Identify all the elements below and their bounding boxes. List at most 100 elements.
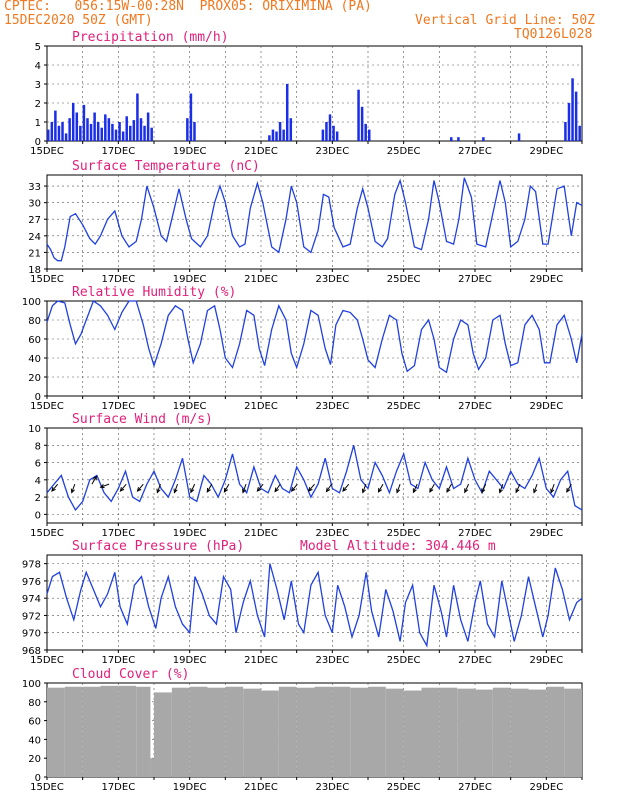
wind-arrow: [291, 483, 298, 492]
precip-bar: [104, 114, 107, 141]
wind-arrow: [429, 483, 435, 493]
precip-bar: [100, 127, 103, 141]
cloud-bar: [421, 687, 440, 777]
precip-bar: [189, 93, 193, 141]
x-tick-label: 17DEC: [101, 528, 135, 539]
x-tick-label: 15DEC: [30, 146, 64, 157]
cloud-bar: [278, 686, 297, 777]
x-tick-label: 15DEC: [30, 782, 64, 793]
x-tick-label: 25DEC: [387, 655, 421, 666]
precip-bar: [146, 112, 150, 141]
panel-title: Relative Humidity (%): [72, 285, 236, 300]
wind-arrow: [206, 483, 213, 493]
wind-arrow-head: [429, 487, 434, 493]
wind-arrow: [446, 483, 452, 493]
x-tick-label: 21DEC: [244, 274, 278, 285]
precip-bar: [457, 137, 460, 141]
plot-frame: [46, 174, 583, 270]
cloud-bar: [207, 687, 226, 777]
plot-frame: [46, 554, 583, 651]
cloud-bar: [261, 690, 279, 777]
x-tick-label: 19DEC: [173, 782, 207, 793]
precip-bar: [571, 78, 574, 141]
wind-arrow-head: [274, 487, 279, 493]
y-tick-label: 30: [28, 199, 41, 210]
wind-arrow-head: [515, 488, 520, 494]
precip-bar: [517, 133, 521, 141]
x-tick-label: 19DEC: [173, 655, 207, 666]
wind-arrow-head: [412, 488, 417, 494]
precip-bar: [325, 122, 328, 141]
y-tick-label: 33: [28, 182, 41, 193]
panel-0: 0 1 2 3 4 5 15DEC 17DEC 19DEC 21DEC 23DEC 25DEC 27DE…: [30, 30, 583, 157]
cloud-bar: [332, 686, 351, 777]
cloud-bar: [546, 686, 565, 777]
cloud-bar: [457, 688, 475, 777]
x-tick-label: 27DEC: [458, 528, 492, 539]
header-date: 15DEC2020 50Z (GMT): [4, 13, 153, 28]
wind-arrow-head: [51, 487, 56, 492]
cloud-bar: [528, 689, 547, 777]
precip-bar: [89, 123, 93, 141]
x-tick-label: 21DEC: [244, 528, 278, 539]
wind-arrow: [100, 483, 110, 488]
precip-bar: [567, 103, 571, 141]
x-tick-label: 23DEC: [315, 782, 349, 793]
x-tick-label: 23DEC: [315, 274, 349, 285]
panel-title: Surface Wind (m/s): [72, 412, 213, 427]
wind-arrow-head: [70, 488, 75, 494]
cloud-bar: [314, 686, 333, 777]
x-tick-label: 29DEC: [529, 528, 563, 539]
precip-bar: [50, 122, 54, 141]
plot-frame: [46, 427, 583, 524]
y-tick-label: 0: [35, 137, 41, 148]
x-tick-label: 29DEC: [529, 655, 563, 666]
y-tick-label: 40: [28, 735, 41, 746]
precip-bar: [360, 106, 364, 141]
wind-arrow: [342, 483, 350, 492]
cloud-bar: [403, 690, 422, 777]
wind-arrow: [242, 483, 247, 493]
cloud-bar: [243, 688, 261, 777]
wind-arrow: [412, 483, 418, 493]
precip-bar: [186, 118, 189, 141]
wind-arrow: [223, 483, 230, 493]
precip-bar: [574, 91, 578, 141]
x-tick-label: 25DEC: [387, 146, 421, 157]
plot-frame: [46, 300, 583, 397]
x-tick-label: 23DEC: [315, 655, 349, 666]
precip-bar: [68, 118, 71, 141]
panel-title: Precipitation (mm/h): [72, 30, 229, 45]
precip-bar: [268, 135, 271, 141]
x-tick-label: 15DEC: [30, 528, 64, 539]
wind-arrow: [308, 483, 315, 492]
precip-bar: [118, 122, 121, 141]
cloud-bar: [350, 687, 368, 777]
precip-bar: [150, 127, 153, 141]
precip-bar: [364, 123, 367, 141]
wind-arrow: [190, 483, 196, 493]
wind-arrow: [156, 483, 161, 493]
y-tick-label: 60: [28, 335, 41, 346]
wind-arrow: [362, 483, 367, 493]
wind-arrow: [274, 483, 281, 492]
wind-arrow-head: [136, 487, 142, 492]
wind-arrow-head: [173, 488, 178, 494]
cloud-bar: [296, 687, 315, 777]
wind-arrow: [71, 483, 76, 493]
y-tick-label: 80: [28, 316, 41, 327]
cloud-bar: [492, 687, 511, 777]
x-tick-label: 19DEC: [173, 274, 207, 285]
precip-bar: [107, 118, 111, 141]
series-line: [46, 563, 583, 648]
y-tick-label: 20: [28, 754, 41, 765]
panel-1: 18 21 24 27 30 33 15DEC 17DEC 19DEC 21DEC 23DEC 25D…: [28, 159, 583, 285]
precip-bar: [93, 112, 96, 141]
precip-bar: [143, 125, 146, 141]
x-tick-label: 27DEC: [458, 274, 492, 285]
precip-bar: [47, 129, 50, 141]
x-tick-label: 27DEC: [458, 401, 492, 412]
wind-arrow-head: [361, 488, 366, 494]
precip-bar: [564, 122, 567, 141]
